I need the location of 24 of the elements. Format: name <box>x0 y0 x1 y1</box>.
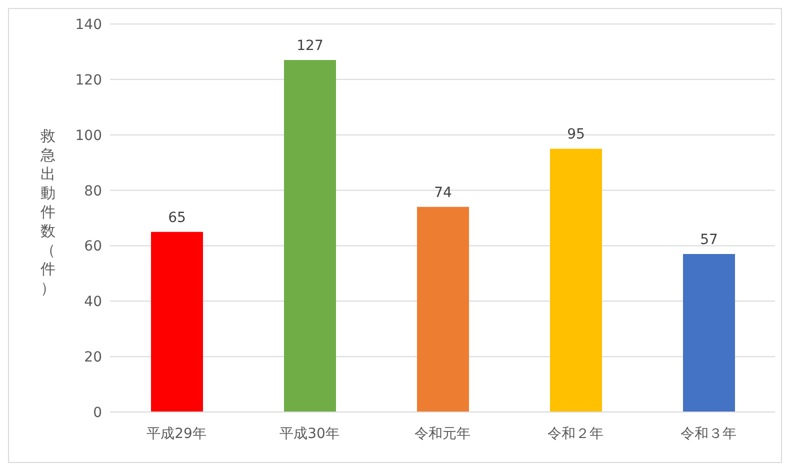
bar <box>550 148 602 412</box>
data-label: 65 <box>168 210 186 226</box>
x-tick-label: 令和３年 <box>680 426 736 442</box>
data-label: 127 <box>296 38 324 54</box>
text: 救急出動件数（件） <box>40 127 56 297</box>
bar <box>151 232 203 412</box>
y-tick-label: 120 <box>75 72 102 88</box>
bar <box>417 206 469 412</box>
x-tick-label: 令和２年 <box>548 426 604 442</box>
y-tick-label: 140 <box>75 16 102 33</box>
bar <box>284 60 336 412</box>
bar <box>683 254 735 412</box>
x-tick-label: 平成30年 <box>280 426 340 442</box>
y-tick-label: 0 <box>93 404 102 421</box>
y-tick-label: 80 <box>84 183 102 200</box>
x-tick-label: 令和元年 <box>414 426 470 442</box>
data-label: 95 <box>567 126 585 143</box>
y-tick-label: 60 <box>84 238 102 255</box>
x-tick-label: 平成29年 <box>146 426 206 442</box>
y-tick-label: 20 <box>84 350 102 366</box>
data-label: 57 <box>700 232 718 248</box>
y-tick-label: 40 <box>84 294 102 310</box>
y-tick-label: 100 <box>75 128 102 144</box>
data-label: 74 <box>434 184 452 201</box>
